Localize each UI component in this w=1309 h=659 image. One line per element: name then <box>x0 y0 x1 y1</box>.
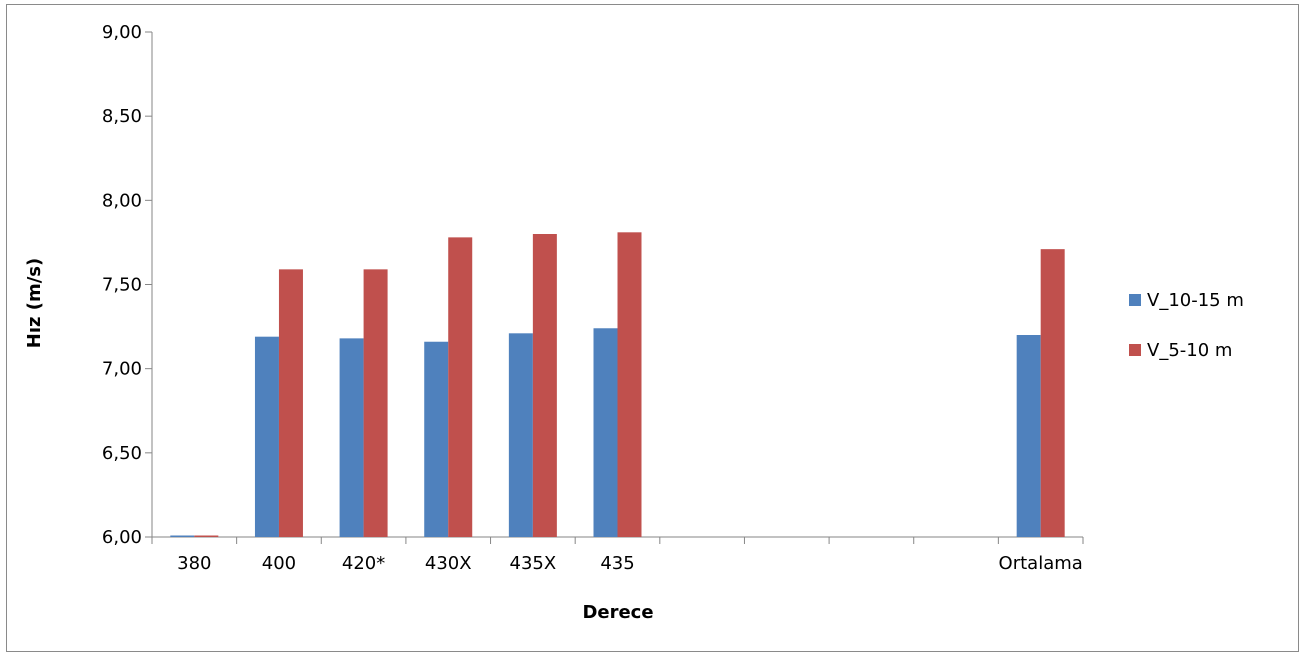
y-tick-label: 8,00 <box>102 190 142 211</box>
y-tick-label: 7,00 <box>102 359 142 380</box>
x-tick-label: 435 <box>600 553 634 574</box>
legend-swatch <box>1129 294 1141 306</box>
y-axis-title: Hız (m/s) <box>24 258 45 348</box>
x-tick-label: 435X <box>510 553 557 574</box>
x-tick-label: 400 <box>262 553 296 574</box>
bar <box>593 328 618 537</box>
legend: V_10-15 m V_5-10 m <box>1129 290 1244 361</box>
legend-label: V_5-10 m <box>1147 340 1232 361</box>
bar <box>254 336 279 537</box>
x-tick-label: Ortalama <box>999 553 1083 574</box>
y-tick-label: 7,50 <box>102 275 142 296</box>
chart-frame: 6,00 6,50 7,00 7,50 8,00 8,50 9,00 380 400 420* 43… <box>6 4 1299 652</box>
legend-swatch <box>1129 344 1141 356</box>
bar <box>339 338 364 537</box>
bar <box>508 333 533 537</box>
bar <box>1016 335 1041 537</box>
bar <box>363 269 388 537</box>
y-tick-label: 6,00 <box>102 527 142 548</box>
bar <box>278 269 303 537</box>
x-axis-title: Derece <box>582 602 653 623</box>
x-tick-label: 420* <box>342 553 385 574</box>
y-tick-label: 9,00 <box>102 22 142 43</box>
y-tick-label: 6,50 <box>102 443 142 464</box>
bar <box>448 237 473 537</box>
legend-label: V_10-15 m <box>1147 290 1244 311</box>
bar <box>1040 249 1065 537</box>
bar <box>424 341 449 537</box>
x-tick-label: 430X <box>425 553 472 574</box>
y-tick-label: 8,50 <box>102 106 142 127</box>
bar <box>532 234 557 537</box>
bar-chart: 6,00 6,50 7,00 7,50 8,00 8,50 9,00 380 400 420* 43… <box>24 22 1244 623</box>
bar <box>617 232 642 538</box>
x-tick-label: 380 <box>177 553 211 574</box>
bar <box>170 535 195 537</box>
bar <box>194 535 219 537</box>
